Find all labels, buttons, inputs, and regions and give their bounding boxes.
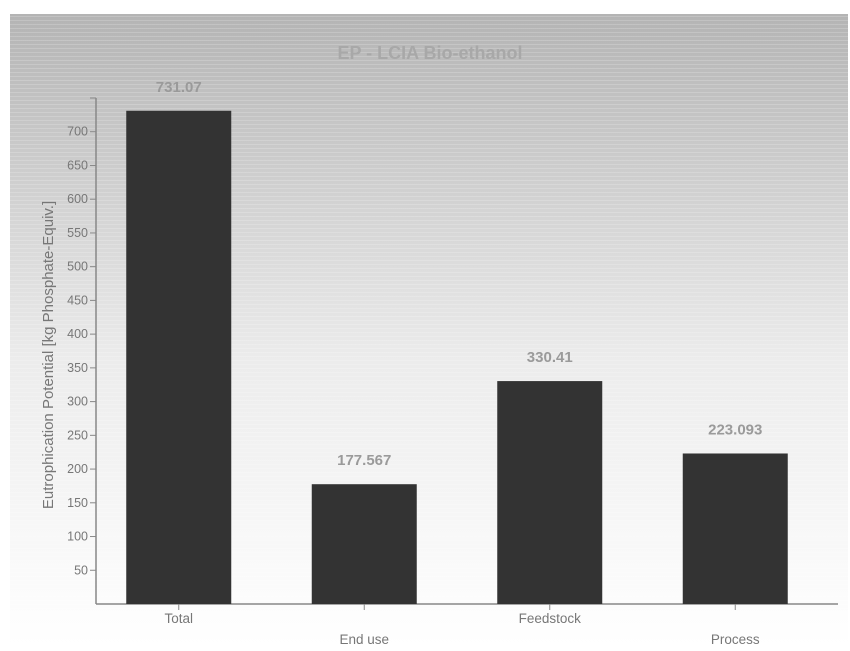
y-tick-label: 50 <box>74 563 88 577</box>
bar-process <box>683 453 788 604</box>
y-tick-label: 350 <box>67 361 88 375</box>
x-tick-label: Feedstock <box>519 611 582 626</box>
y-tick-label: 650 <box>67 158 88 172</box>
bar-total <box>126 111 231 604</box>
y-tick-label: 600 <box>67 192 88 206</box>
y-tick-label: 300 <box>67 395 88 409</box>
data-label: 177.567 <box>337 452 391 469</box>
bar-end-use <box>312 484 417 604</box>
y-tick-label: 450 <box>67 293 88 307</box>
y-tick-label: 400 <box>67 327 88 341</box>
y-tick-label: 700 <box>67 125 88 139</box>
y-tick-label: 100 <box>67 530 88 544</box>
y-tick-label: 150 <box>67 496 88 510</box>
y-tick-label: 550 <box>67 226 88 240</box>
y-axis-label: Eutrophication Potential [kg Phosphate-E… <box>40 201 57 509</box>
y-tick-label: 500 <box>67 260 88 274</box>
data-label: 330.41 <box>527 349 573 366</box>
chart-title: EP - LCIA Bio-ethanol <box>337 43 522 63</box>
y-tick-label: 200 <box>67 462 88 476</box>
x-tick-label: Process <box>711 632 760 646</box>
x-tick-label: End use <box>339 632 389 646</box>
x-tick-label: Total <box>164 611 193 626</box>
data-label: 223.093 <box>708 421 762 438</box>
data-label: 731.07 <box>156 79 202 96</box>
y-tick-label: 250 <box>67 428 88 442</box>
bar-feedstock <box>497 381 602 604</box>
